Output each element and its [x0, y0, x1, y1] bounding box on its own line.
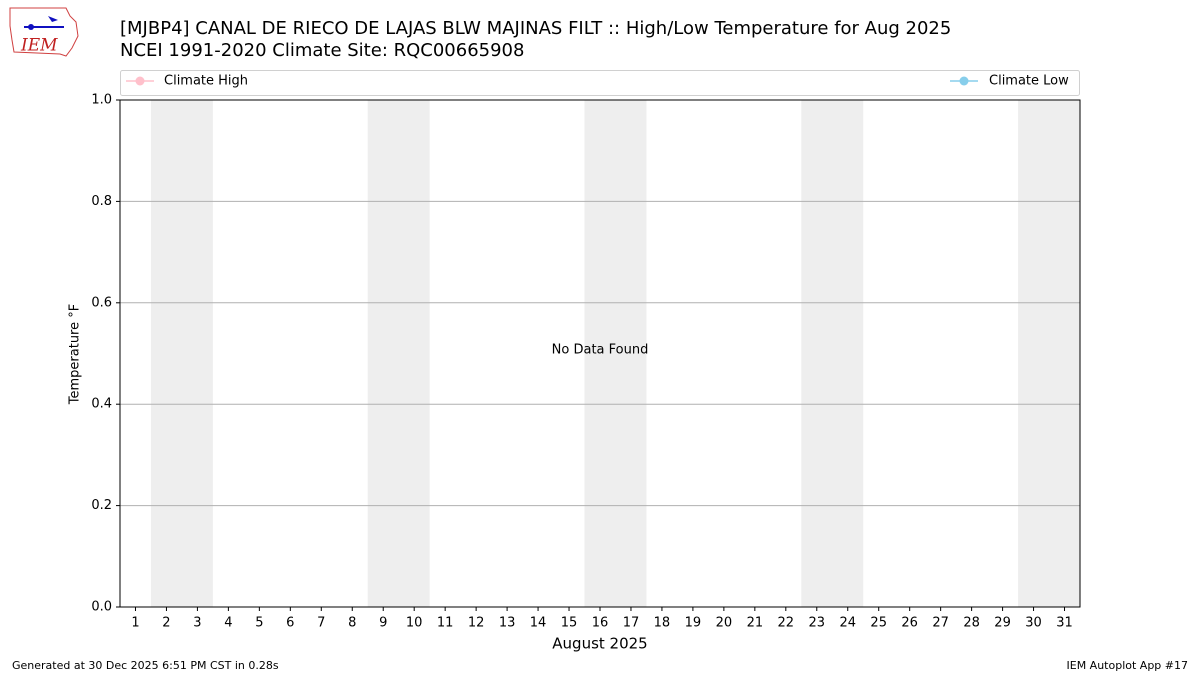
y-tick-label: 0.8	[91, 194, 112, 209]
x-tick-label: 20	[716, 616, 733, 631]
y-tick-label: 0.0	[91, 600, 112, 615]
x-tick-label: 18	[654, 616, 671, 631]
x-tick-label: 1	[131, 616, 139, 631]
plot-area	[120, 99, 1080, 608]
logo-text: IEM	[20, 36, 58, 56]
x-tick-label: 12	[468, 616, 485, 631]
x-tick-label: 13	[499, 616, 516, 631]
x-tick-label: 11	[437, 616, 454, 631]
legend-box	[120, 70, 1080, 96]
x-tick-label: 30	[1025, 616, 1042, 631]
x-axis-label: August 2025	[552, 635, 647, 653]
legend-label: Climate High	[164, 74, 248, 89]
x-tick-label: 22	[778, 616, 795, 631]
legend-marker	[959, 76, 969, 86]
annotation: No Data Found	[552, 343, 649, 358]
x-tick-label: 7	[317, 616, 325, 631]
x-tick-label: 8	[348, 616, 356, 631]
y-tick-label: 0.2	[91, 498, 112, 513]
weekend-band	[367, 100, 430, 607]
plot-frame	[119, 99, 1081, 608]
x-tick-label: 16	[592, 616, 609, 631]
logo: IEM	[9, 7, 79, 57]
x-tick-label: 23	[809, 616, 826, 631]
x-tick-label: 14	[530, 616, 547, 631]
legend-label: Climate Low	[989, 74, 1069, 89]
legend-marker	[135, 76, 145, 86]
y-tick-label: 0.4	[91, 397, 112, 412]
weekend-band	[150, 100, 213, 607]
weekend-band	[801, 100, 864, 607]
x-tick-label: 17	[623, 616, 640, 631]
x-tick-label: 15	[561, 616, 578, 631]
x-tick-label: 4	[224, 616, 232, 631]
weekend-band	[584, 100, 647, 607]
chart-title: [MJBP4] CANAL DE RIECO DE LAJAS BLW MAJI…	[120, 18, 951, 39]
x-tick-label: 26	[901, 616, 918, 631]
x-tick-label: 29	[994, 616, 1011, 631]
footer-right: IEM Autoplot App #17	[1067, 659, 1189, 672]
y-tick-label: 0.6	[91, 295, 112, 310]
y-tick-label: 1.0	[91, 93, 112, 108]
x-tick-label: 28	[963, 616, 980, 631]
x-tick-label: 6	[286, 616, 294, 631]
logo-dot	[28, 24, 34, 30]
x-tick-label: 3	[193, 616, 201, 631]
logo-flag	[48, 16, 58, 22]
x-tick-label: 2	[162, 616, 170, 631]
x-tick-label: 5	[255, 616, 263, 631]
x-tick-label: 10	[406, 616, 423, 631]
x-tick-label: 27	[932, 616, 949, 631]
x-tick-label: 9	[379, 616, 387, 631]
logo-outline	[9, 7, 79, 57]
x-tick-label: 21	[747, 616, 764, 631]
chart-subtitle: NCEI 1991-2020 Climate Site: RQC00665908	[120, 40, 524, 61]
x-tick-label: 19	[685, 616, 702, 631]
y-axis-label: Temperature °F	[68, 304, 83, 405]
x-tick-label: 31	[1056, 616, 1073, 631]
x-tick-label: 24	[839, 616, 856, 631]
weekend-band	[1018, 100, 1080, 607]
x-tick-label: 25	[870, 616, 887, 631]
footer-left: Generated at 30 Dec 2025 6:51 PM CST in …	[12, 659, 279, 672]
